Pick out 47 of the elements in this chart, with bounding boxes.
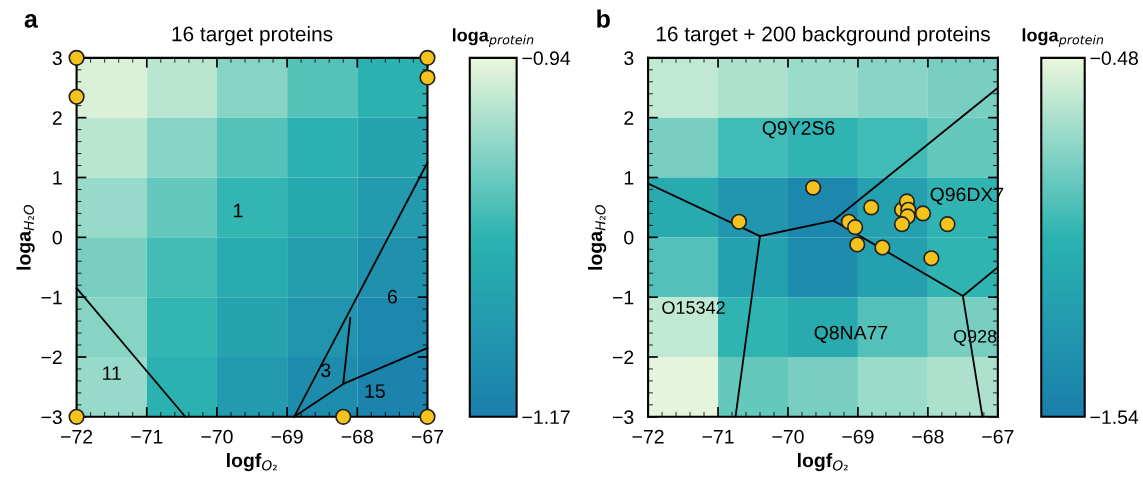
x-tick-label: −71 [702, 430, 734, 444]
x-tick-label: −68 [341, 429, 373, 444]
x-axis-title: logf$_{O₂}$ [797, 453, 848, 472]
y-tick-label: 1 [624, 171, 634, 185]
annotation: Q9Y2S6 [762, 121, 835, 139]
annotation: 11 [103, 366, 121, 380]
color-bar-title: loga$_{protein}$ [1022, 28, 1104, 47]
color-bar-label: −0.94 [522, 51, 571, 66]
chart-title: 16 target + 200 background proteins [656, 26, 990, 46]
y-tick-label: −1 [41, 290, 62, 305]
x-tick-label: −70 [201, 429, 233, 444]
y-tick-label: 3 [52, 51, 62, 66]
y-tick-label: 2 [52, 111, 62, 125]
y-tick-label: 3 [624, 51, 634, 66]
annotation: 3 [321, 363, 331, 378]
y-tick-label: −3 [612, 410, 634, 425]
x-tick-label: −72 [61, 429, 93, 444]
text: a [24, 14, 39, 28]
y-tick-label: 0 [52, 230, 62, 245]
y-tick-label: 0 [624, 230, 634, 245]
y-tick-label: 2 [624, 111, 634, 125]
x-tick-label: −67 [411, 429, 443, 444]
x-tick-label: −69 [271, 429, 303, 444]
annotation: 15 [365, 384, 385, 398]
y-tick-label: 1 [53, 171, 62, 185]
x-tick-label: −68 [912, 429, 944, 444]
color-bar-title: loga$_{protein}$ [452, 28, 534, 47]
chart-title: 16 target proteins [172, 26, 333, 46]
x-tick-label: −70 [772, 429, 804, 444]
annotation: 6 [387, 289, 397, 304]
x-axis-title: logf$_{O₂}$ [227, 453, 277, 472]
annotation: 1 [234, 203, 243, 218]
y-tick-label: −1 [612, 290, 634, 305]
y-tick-label: −3 [41, 410, 62, 425]
text: b [597, 9, 610, 28]
color-bar-label: −0.48 [1090, 51, 1138, 66]
color-bar-label: −1.54 [1090, 410, 1139, 425]
y-tick-label: −2 [612, 350, 634, 365]
y-axis-title: loga$_{H₂O}$ [16, 204, 35, 270]
annotation: Q8NA77 [814, 325, 888, 343]
color-bar-label: −1.17 [522, 410, 570, 424]
x-tick-label: −67 [982, 429, 1014, 444]
y-tick-label: −2 [41, 350, 62, 365]
x-tick-label: −71 [131, 430, 163, 444]
x-tick-label: −69 [842, 429, 874, 444]
x-tick-label: −72 [632, 429, 664, 444]
y-axis-title: loga$_{H₂O}$ [587, 204, 607, 270]
